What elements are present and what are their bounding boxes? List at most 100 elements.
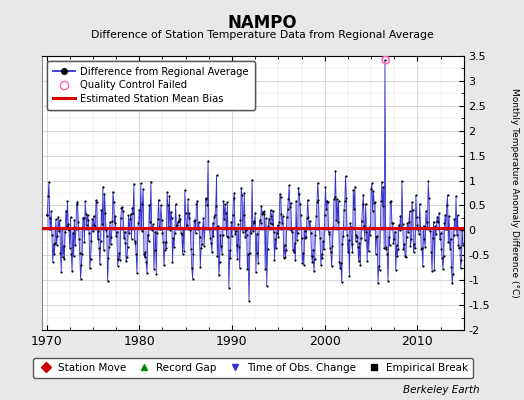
Point (373, 233, 381, 240)
Point (423, 224, 432, 230)
Point (443, 202, 451, 208)
Point (139, 185, 147, 192)
Point (256, 217, 264, 223)
Point (83, 212, 92, 218)
Point (433, 214, 442, 220)
Point (391, 267, 400, 274)
Point (176, 216, 184, 222)
Point (124, 212, 133, 218)
Point (197, 245, 205, 251)
Point (93, 199, 101, 206)
Point (352, 237, 360, 244)
Point (367, 186, 375, 192)
Legend: Station Move, Record Gap, Time of Obs. Change, Empirical Break: Station Move, Record Gap, Time of Obs. C… (32, 358, 473, 378)
Point (387, 198, 395, 204)
Point (427, 225, 435, 231)
Point (209, 220, 217, 226)
Point (409, 207, 417, 213)
Point (212, 172, 221, 179)
Point (427, 249, 435, 255)
Point (185, 210, 194, 216)
Point (224, 234, 232, 241)
Point (63, 198, 72, 204)
Point (73, 198, 82, 205)
Point (384, 278, 392, 284)
Point (277, 194, 285, 200)
Point (257, 202, 266, 209)
Point (57, 268, 66, 275)
Point (383, 251, 391, 257)
Point (414, 230, 423, 237)
Point (114, 256, 123, 262)
Point (58, 226, 66, 233)
Point (85, 229, 93, 236)
Point (390, 235, 398, 242)
Point (321, 184, 330, 190)
Point (346, 220, 354, 226)
Point (368, 180, 376, 187)
Point (342, 195, 351, 201)
Point (403, 220, 411, 226)
Point (144, 238, 152, 244)
Point (129, 181, 138, 187)
Point (159, 239, 167, 246)
Point (328, 243, 336, 250)
Point (140, 254, 149, 261)
Point (75, 236, 83, 243)
Point (101, 209, 110, 216)
Point (294, 184, 302, 191)
Point (365, 224, 374, 230)
Point (137, 228, 146, 234)
Point (182, 224, 191, 230)
Point (121, 240, 129, 246)
Point (407, 236, 416, 242)
Point (170, 243, 178, 250)
Point (61, 229, 69, 236)
Point (203, 202, 212, 208)
Point (178, 250, 187, 257)
Point (248, 228, 257, 234)
Point (54, 228, 63, 234)
Point (456, 244, 464, 250)
Text: NAMPO: NAMPO (227, 14, 297, 32)
Point (96, 261, 104, 267)
Point (72, 201, 81, 207)
Point (144, 231, 152, 238)
Point (395, 222, 403, 228)
Point (158, 230, 167, 236)
Point (315, 224, 323, 231)
Point (269, 208, 277, 214)
Point (134, 220, 143, 226)
Point (389, 240, 398, 246)
Point (347, 224, 355, 230)
Point (414, 225, 422, 232)
Point (348, 248, 357, 255)
Point (259, 209, 267, 215)
Point (324, 228, 333, 235)
Point (351, 184, 359, 190)
Point (318, 251, 326, 257)
Point (258, 210, 266, 217)
Point (233, 256, 242, 262)
Point (375, 263, 383, 270)
Point (393, 252, 401, 259)
Point (45, 179, 53, 185)
Point (352, 232, 361, 238)
Point (301, 235, 310, 241)
Point (311, 232, 320, 238)
Point (202, 195, 210, 202)
Point (259, 211, 268, 217)
Point (256, 220, 265, 226)
Point (379, 184, 388, 190)
Point (325, 230, 333, 237)
Point (135, 207, 144, 213)
Point (288, 229, 297, 235)
Point (399, 246, 408, 252)
Point (119, 234, 128, 241)
Point (89, 228, 97, 234)
Point (252, 269, 260, 275)
Point (331, 194, 339, 200)
Point (74, 219, 82, 225)
Point (151, 228, 160, 235)
Point (243, 266, 252, 272)
